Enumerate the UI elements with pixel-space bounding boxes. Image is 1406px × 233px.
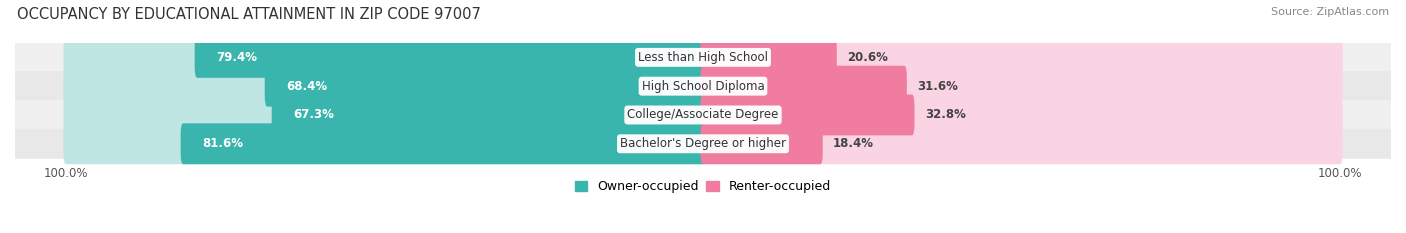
FancyBboxPatch shape xyxy=(15,42,1391,72)
FancyBboxPatch shape xyxy=(63,95,706,135)
FancyBboxPatch shape xyxy=(15,71,1391,101)
Text: Bachelor's Degree or higher: Bachelor's Degree or higher xyxy=(620,137,786,150)
Text: 79.4%: 79.4% xyxy=(217,51,257,64)
Text: 100.0%: 100.0% xyxy=(44,167,89,180)
FancyBboxPatch shape xyxy=(264,66,706,107)
Text: 18.4%: 18.4% xyxy=(832,137,875,150)
Text: College/Associate Degree: College/Associate Degree xyxy=(627,109,779,121)
FancyBboxPatch shape xyxy=(63,123,706,164)
FancyBboxPatch shape xyxy=(15,129,1391,159)
Text: 20.6%: 20.6% xyxy=(846,51,887,64)
Text: 67.3%: 67.3% xyxy=(294,109,335,121)
Text: 100.0%: 100.0% xyxy=(1317,167,1362,180)
FancyBboxPatch shape xyxy=(180,123,706,164)
FancyBboxPatch shape xyxy=(63,66,706,107)
FancyBboxPatch shape xyxy=(15,100,1391,130)
Text: Source: ZipAtlas.com: Source: ZipAtlas.com xyxy=(1271,7,1389,17)
FancyBboxPatch shape xyxy=(700,123,1343,164)
FancyBboxPatch shape xyxy=(700,66,907,107)
Text: OCCUPANCY BY EDUCATIONAL ATTAINMENT IN ZIP CODE 97007: OCCUPANCY BY EDUCATIONAL ATTAINMENT IN Z… xyxy=(17,7,481,22)
FancyBboxPatch shape xyxy=(700,37,1343,78)
FancyBboxPatch shape xyxy=(63,37,706,78)
FancyBboxPatch shape xyxy=(700,95,914,135)
FancyBboxPatch shape xyxy=(271,95,706,135)
Text: Less than High School: Less than High School xyxy=(638,51,768,64)
Text: 81.6%: 81.6% xyxy=(202,137,243,150)
FancyBboxPatch shape xyxy=(194,37,706,78)
Text: 32.8%: 32.8% xyxy=(925,109,966,121)
FancyBboxPatch shape xyxy=(700,95,1343,135)
FancyBboxPatch shape xyxy=(700,66,1343,107)
Legend: Owner-occupied, Renter-occupied: Owner-occupied, Renter-occupied xyxy=(569,175,837,198)
Text: High School Diploma: High School Diploma xyxy=(641,80,765,93)
Text: 68.4%: 68.4% xyxy=(287,80,328,93)
Text: 31.6%: 31.6% xyxy=(917,80,957,93)
FancyBboxPatch shape xyxy=(700,123,823,164)
FancyBboxPatch shape xyxy=(700,37,837,78)
